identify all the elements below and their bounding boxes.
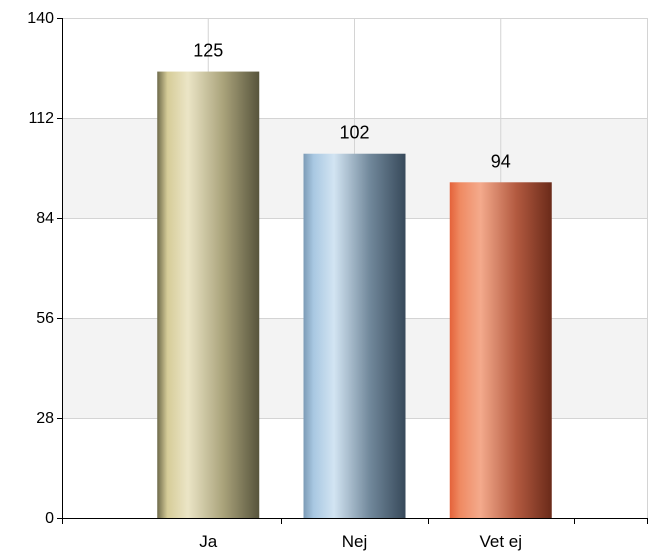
data-label: 125 (193, 41, 223, 61)
x-tick-label: Ja (199, 532, 218, 551)
data-labels: 125 102 94 (193, 41, 511, 172)
bar-nej (303, 153, 406, 518)
y-tick-labels: 0 28 56 84 112 140 (27, 10, 54, 527)
data-label: 94 (491, 151, 511, 171)
y-tick-label: 28 (36, 410, 54, 427)
x-tick-label: Nej (342, 532, 368, 551)
bar-vet-ej (449, 182, 552, 519)
y-tick-label: 112 (28, 110, 54, 127)
x-tick-label: Vet ej (479, 532, 522, 551)
bar-ja (157, 71, 260, 519)
data-label: 102 (339, 123, 369, 143)
y-tick-label: 84 (36, 210, 54, 227)
y-tick-label: 140 (27, 10, 54, 27)
y-tick-label: 56 (36, 310, 54, 327)
bars (157, 71, 552, 519)
x-tick-labels: Ja Nej Vet ej (199, 532, 522, 551)
axes (57, 18, 648, 524)
y-tick-label: 0 (45, 510, 54, 527)
